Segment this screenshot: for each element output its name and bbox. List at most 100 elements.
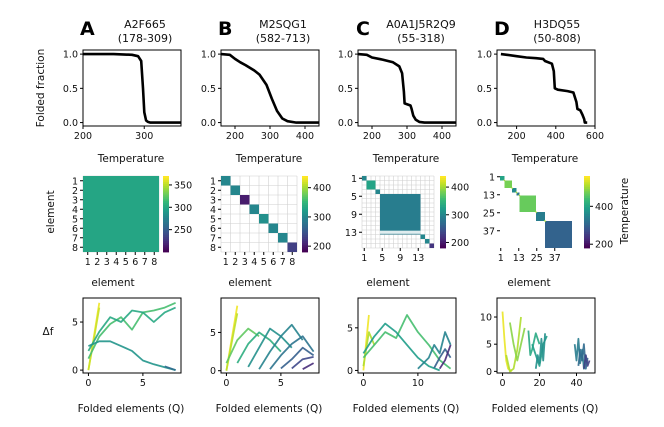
x-tick-label: 5 <box>123 257 129 268</box>
colorbar-segment <box>163 179 169 183</box>
colorbar-segment <box>584 183 590 186</box>
y-tick-label: 37 <box>483 226 495 237</box>
x-tick-label: 5 <box>140 378 146 389</box>
xlabel-q-d: Folded elements (Q) <box>492 403 599 415</box>
colorbar-segment <box>163 206 169 209</box>
free-energy-line <box>302 362 315 370</box>
x-tick-label: 3 <box>242 257 248 268</box>
heatmap-block <box>259 214 269 224</box>
colorbar-segment <box>163 231 169 234</box>
colorbar-segment <box>302 189 308 192</box>
x-tick-label: 8 <box>289 257 295 268</box>
panel-headers: A A2F665 (178-309) B M2SQG1 (582-713) C … <box>80 18 581 45</box>
ylabel-folded-fraction: Folded fraction <box>35 49 47 127</box>
heatmap-link <box>543 219 547 223</box>
free-energy-line <box>534 333 546 369</box>
colorbar-segment <box>440 226 446 229</box>
colorbar-segment <box>302 231 308 234</box>
colorbar-segment <box>584 224 590 227</box>
xlabel-element-c: element <box>366 277 409 289</box>
colorbar-segment <box>163 212 169 215</box>
colorbar-segment <box>440 195 446 198</box>
heatmap-block <box>516 192 520 196</box>
colorbar-segment <box>163 195 169 198</box>
y-tick-label: 1.0 <box>477 50 492 61</box>
y-tick-label: 1.0 <box>63 50 78 61</box>
colorbar-segment <box>440 233 446 236</box>
x-tick-label: 8 <box>151 257 157 268</box>
colorbar-tick-label: 200 <box>451 238 469 249</box>
panel-subtitle-d: (50-808) <box>533 32 581 45</box>
heatmap-block <box>240 195 250 205</box>
x-tick-label: 13 <box>412 253 424 264</box>
x-tick-label: 200 <box>74 131 92 142</box>
colorbar-tick-label: 400 <box>595 202 613 213</box>
heatmap-block <box>545 221 572 248</box>
colorbar-segment <box>163 244 169 247</box>
colorbar-segment <box>584 244 590 247</box>
x-tick-label: 600 <box>586 131 604 142</box>
heatmap-link <box>534 210 538 214</box>
colorbar-segment <box>302 198 308 202</box>
y-tick-label: 0.5 <box>201 84 216 95</box>
heatmap-block <box>278 233 288 243</box>
colorbar-tick-label: 300 <box>451 210 469 221</box>
heatmap-block <box>536 212 545 221</box>
y-tick-label: 5 <box>351 192 357 203</box>
colorbar-segment <box>302 212 308 215</box>
colorbar-segment <box>440 219 446 222</box>
colorbar-segment <box>163 191 169 194</box>
x-tick-label: 1 <box>85 257 91 268</box>
colorbar-segment <box>302 200 308 203</box>
heatmap-link <box>515 191 518 194</box>
heatmap-link <box>510 186 514 190</box>
colorbar-segment <box>584 239 590 242</box>
x-tick-label: 7 <box>280 257 286 268</box>
colorbar-segment <box>302 227 308 230</box>
x-tick-label: 2 <box>232 257 238 268</box>
colorbar-segment <box>163 208 169 211</box>
colorbar-segment <box>302 219 308 222</box>
colorbar-segment <box>302 181 308 184</box>
free-energy-line <box>164 365 176 371</box>
colorbar-segment <box>440 185 446 188</box>
folded-fraction-curve <box>357 52 456 124</box>
colorbar-segment <box>584 246 590 249</box>
y-tick-label: 0 <box>347 366 353 377</box>
xlabel-temperature-b: Temperature <box>235 153 303 165</box>
colorbar-segment <box>302 236 308 240</box>
colorbar-segment <box>584 194 590 197</box>
x-tick-label: 300 <box>261 131 279 142</box>
colorbar-tick-label: 400 <box>313 183 331 194</box>
panel-title-b: M2SQG1 <box>259 18 307 31</box>
y-tick-label: 8 <box>72 243 78 254</box>
colorbar-segment <box>584 228 590 231</box>
xlabel-temperature-a: Temperature <box>97 153 165 165</box>
x-tick-label: 4 <box>251 257 257 268</box>
y-tick-label: 1 <box>351 174 357 185</box>
colorbar-segment <box>440 215 446 218</box>
xlabel-q-b: Folded elements (Q) <box>216 403 323 415</box>
y-tick-label: 0 <box>210 366 216 377</box>
y-tick-label: 3 <box>72 195 78 206</box>
y-tick-label: 5 <box>72 214 78 225</box>
y-tick-label: 0.5 <box>63 84 78 95</box>
colorbar-segment <box>440 183 446 186</box>
y-tick-label: 1.0 <box>338 50 353 61</box>
colorbar-segment <box>440 246 446 249</box>
x-tick-label: 6 <box>270 257 276 268</box>
y-tick-label: 5 <box>486 340 492 351</box>
colorbar-segment <box>584 185 590 188</box>
colorbar-segment <box>440 231 446 234</box>
colorbar-segment <box>584 219 590 222</box>
panel-title-d: H3DQ55 <box>534 18 580 31</box>
xlabel-q-c: Folded elements (Q) <box>353 403 460 415</box>
y-tick-label: 6 <box>72 224 78 235</box>
heatmap-block <box>425 239 430 244</box>
plot-frame <box>220 49 320 127</box>
heatmap-block <box>519 195 536 212</box>
heatmap-block <box>380 194 421 235</box>
ylabel-delta-f: Δf <box>43 326 54 338</box>
